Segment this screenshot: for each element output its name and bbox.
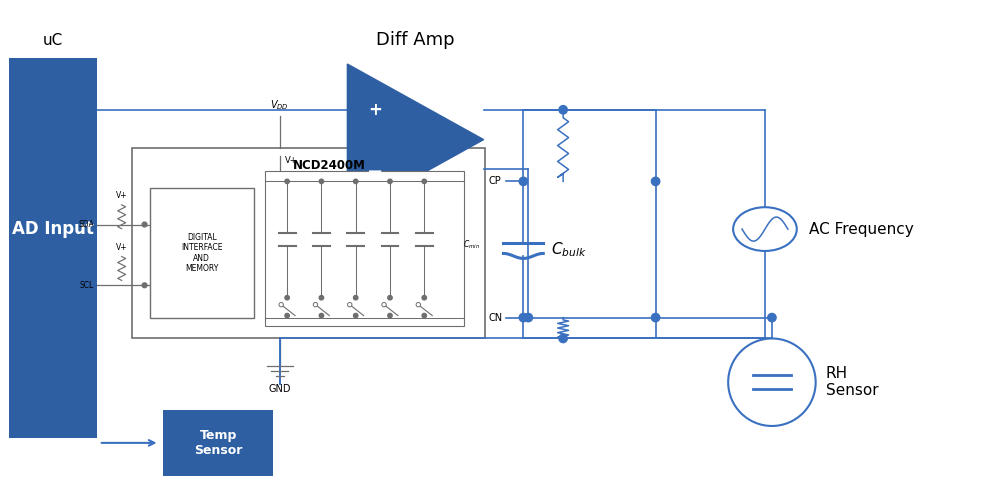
Circle shape bbox=[348, 302, 352, 307]
Circle shape bbox=[319, 296, 324, 300]
Polygon shape bbox=[347, 64, 484, 215]
Circle shape bbox=[388, 296, 392, 300]
Ellipse shape bbox=[733, 207, 797, 251]
Text: CP: CP bbox=[489, 176, 501, 187]
Circle shape bbox=[519, 313, 528, 322]
Text: −: − bbox=[367, 162, 383, 181]
Circle shape bbox=[354, 296, 358, 300]
Circle shape bbox=[559, 106, 567, 114]
Circle shape bbox=[382, 302, 386, 307]
Text: RH
Sensor: RH Sensor bbox=[826, 366, 878, 398]
Text: V+: V+ bbox=[116, 191, 127, 200]
Text: AC Frequency: AC Frequency bbox=[809, 221, 913, 237]
Circle shape bbox=[728, 338, 816, 426]
Circle shape bbox=[142, 283, 147, 288]
Text: NCD2400M: NCD2400M bbox=[293, 160, 366, 172]
Circle shape bbox=[285, 313, 289, 318]
Circle shape bbox=[559, 334, 567, 343]
Text: GND: GND bbox=[269, 384, 291, 394]
Text: uC: uC bbox=[43, 33, 63, 48]
FancyBboxPatch shape bbox=[150, 189, 254, 318]
FancyBboxPatch shape bbox=[132, 148, 485, 338]
Text: $V_{DD}$: $V_{DD}$ bbox=[270, 98, 289, 112]
Circle shape bbox=[519, 177, 528, 186]
Circle shape bbox=[651, 177, 660, 186]
Circle shape bbox=[422, 179, 426, 184]
Text: V+: V+ bbox=[285, 156, 297, 164]
Text: V+: V+ bbox=[116, 243, 127, 251]
Circle shape bbox=[416, 302, 420, 307]
Circle shape bbox=[354, 179, 358, 184]
Text: DIGITAL
INTERFACE
AND
MEMORY: DIGITAL INTERFACE AND MEMORY bbox=[181, 233, 222, 273]
Circle shape bbox=[313, 302, 318, 307]
Circle shape bbox=[142, 222, 147, 227]
Text: SCL: SCL bbox=[80, 281, 94, 290]
Circle shape bbox=[319, 313, 324, 318]
Circle shape bbox=[651, 313, 660, 322]
Circle shape bbox=[768, 313, 776, 322]
Circle shape bbox=[279, 302, 283, 307]
Text: +: + bbox=[368, 101, 382, 119]
Circle shape bbox=[285, 296, 289, 300]
Text: Diff Amp: Diff Amp bbox=[376, 31, 455, 49]
Circle shape bbox=[285, 179, 289, 184]
Circle shape bbox=[319, 179, 324, 184]
Text: Temp
Sensor: Temp Sensor bbox=[194, 429, 242, 457]
Circle shape bbox=[354, 313, 358, 318]
FancyBboxPatch shape bbox=[265, 171, 464, 326]
FancyBboxPatch shape bbox=[9, 58, 97, 438]
Text: CN: CN bbox=[489, 313, 503, 323]
Circle shape bbox=[524, 313, 533, 322]
Text: AD Input: AD Input bbox=[12, 220, 94, 238]
Text: SDA: SDA bbox=[78, 220, 94, 229]
Text: $C_{min}$: $C_{min}$ bbox=[463, 238, 480, 251]
FancyBboxPatch shape bbox=[163, 410, 273, 476]
Circle shape bbox=[388, 179, 392, 184]
Circle shape bbox=[388, 313, 392, 318]
Circle shape bbox=[422, 313, 426, 318]
Circle shape bbox=[422, 296, 426, 300]
Text: $C_{bulk}$: $C_{bulk}$ bbox=[551, 240, 587, 259]
